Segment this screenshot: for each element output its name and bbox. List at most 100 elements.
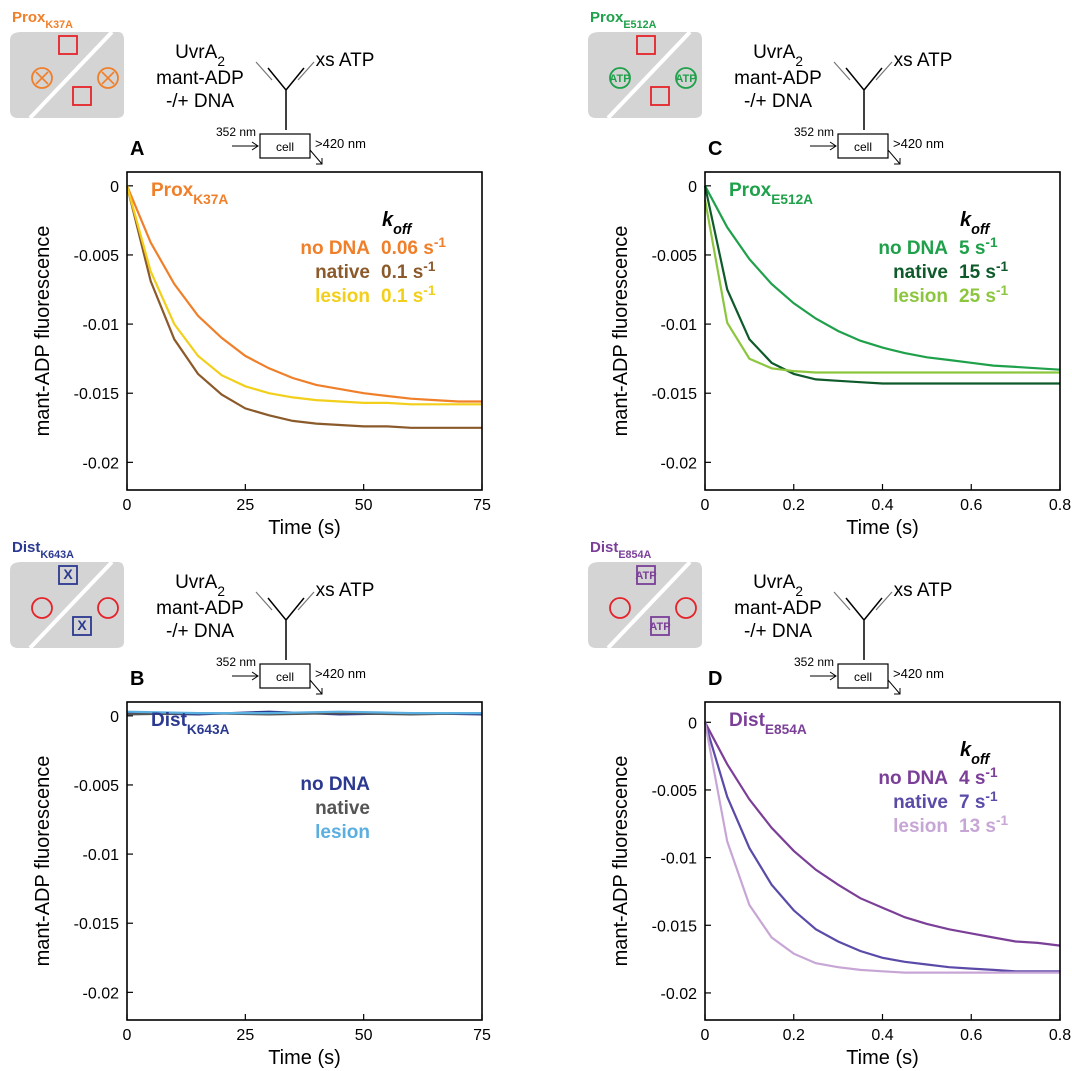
trace-label: ProxK37A	[151, 180, 228, 207]
mixer-arrows	[255, 591, 315, 611]
x-tick-label: 0.2	[783, 497, 805, 514]
x-tick-label-part: 0.2	[783, 497, 805, 514]
legend-name-part: lesion	[893, 816, 948, 837]
site-square	[72, 86, 92, 106]
y-tick-label: -0.01	[83, 847, 120, 864]
plot-frame	[704, 701, 1061, 1021]
x-tick-label: 25	[236, 1027, 254, 1044]
legend-rate: 25 s-1	[959, 283, 1009, 308]
x-axis-label: Time (s)	[846, 1047, 919, 1069]
site-circle	[31, 597, 53, 619]
excitation-part: 352 nm	[216, 125, 256, 139]
site-circle	[675, 597, 697, 619]
y-tick-label: -0.02	[83, 985, 120, 1002]
trace	[126, 710, 482, 715]
site-label: X	[63, 566, 73, 582]
y-tick-label-part: -0.015	[652, 918, 697, 935]
legend-header: koff	[382, 209, 412, 238]
x-axis-label-part: Time (s)	[268, 1047, 341, 1069]
legend-header-part: k	[960, 209, 972, 231]
y-tick-label: -0.02	[83, 455, 120, 472]
emission-part: >420 nm	[893, 136, 944, 151]
legend-rate-part: -1	[985, 765, 998, 780]
panel-letter: D	[708, 668, 722, 690]
emit-arrow	[309, 149, 323, 165]
x-tick-label-part: 25	[236, 497, 254, 514]
x-tick-label: 0.4	[871, 497, 893, 514]
y-axis-label: mant-ADP fluorescence	[32, 226, 54, 437]
y-axis-label-part: mant-ADP fluorescence	[610, 756, 632, 967]
emit-arrow	[309, 679, 323, 695]
legend-rate-part: 5 s	[959, 238, 985, 259]
mutant-label-part: Dist	[12, 539, 40, 556]
trace-label: DistK643A	[151, 710, 230, 737]
y-tick-label-part: -0.02	[661, 986, 698, 1003]
y-tick-label-part: -0.02	[83, 455, 120, 472]
site-square	[58, 35, 78, 55]
excitation: 352 nm	[216, 655, 256, 669]
legend-rate-part: 0.1 s	[381, 262, 423, 283]
y-tick-label: -0.005	[74, 778, 119, 795]
trace	[703, 722, 1060, 974]
legend-name: no DNA	[300, 238, 370, 259]
y-tick-label: 0	[110, 709, 119, 726]
trace-label-part: E854A	[765, 722, 807, 737]
mix-line: mant-ADP	[734, 598, 822, 619]
mix-line: mant-ADP	[156, 68, 244, 89]
mix-line-part: mant-ADP	[156, 68, 244, 89]
x-tick-label-part: 0	[123, 1027, 132, 1044]
trace	[703, 199, 1060, 374]
cell-box	[837, 133, 889, 159]
y-axis-label: mant-ADP fluorescence	[610, 756, 632, 967]
site-label: ATP	[649, 621, 670, 633]
site-square	[58, 565, 78, 585]
mixer	[845, 597, 883, 660]
x-tick-label: 0	[701, 497, 710, 514]
syringe: xs ATP	[894, 580, 953, 601]
emission: >420 nm	[315, 136, 366, 151]
excitation-part: 352 nm	[794, 655, 834, 669]
legend-name: lesion	[893, 816, 948, 837]
syringe-part: xs ATP	[316, 580, 375, 601]
excitation-part: 352 nm	[216, 655, 256, 669]
y-tick-label-part: 0	[110, 179, 119, 196]
trace-label-part: E512A	[771, 192, 813, 207]
y-tick-label: -0.015	[652, 918, 697, 935]
cell: cell	[276, 140, 294, 154]
mix-line-part: -/+ DNA	[744, 91, 812, 112]
trace	[125, 185, 482, 403]
cell-part: cell	[276, 140, 294, 154]
emission: >420 nm	[893, 666, 944, 681]
y-tick-label-part: 0	[688, 179, 697, 196]
mix-line-part: mant-ADP	[156, 598, 244, 619]
y-tick-label-part: -0.005	[74, 778, 119, 795]
y-tick-label-part: -0.005	[74, 248, 119, 265]
cell-box	[837, 663, 889, 689]
legend-rate: 0.1 s-1	[381, 283, 436, 308]
legend-name-part: lesion	[315, 286, 370, 307]
legend-header-part: k	[382, 209, 394, 231]
mutant-label: DistK643A	[12, 539, 74, 561]
trace-label-part: Prox	[729, 180, 772, 201]
cleft	[28, 30, 114, 120]
x-tick-label-part: 75	[473, 1027, 491, 1044]
x-tick-label: 0.6	[960, 1027, 982, 1044]
x-tick-label: 0	[123, 1027, 132, 1044]
protein-part: 2	[795, 54, 803, 69]
legend-rate: 15 s-1	[959, 259, 1009, 284]
mutant-label-part: Prox	[590, 9, 624, 26]
mix-line: -/+ DNA	[744, 91, 812, 112]
x-tick-label: 0.4	[871, 1027, 893, 1044]
trace-label-part: K37A	[193, 192, 228, 207]
protein: UvrA2	[753, 572, 803, 599]
x-tick-label-part: 0.8	[1049, 497, 1071, 514]
mutant-label-part: Dist	[590, 539, 618, 556]
y-tick-label: -0.005	[652, 783, 697, 800]
legend-name: lesion	[893, 286, 948, 307]
cell-part: cell	[854, 140, 872, 154]
legend-name: lesion	[315, 286, 370, 307]
mixer-arrows	[833, 61, 893, 81]
x-tick-label-part: 0.4	[871, 497, 893, 514]
mix-line: -/+ DNA	[744, 621, 812, 642]
